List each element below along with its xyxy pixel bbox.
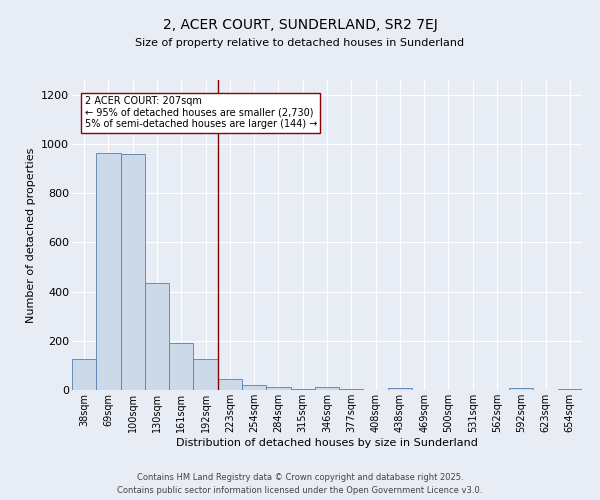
Bar (242, 384, 266, 390)
Bar (169, 342, 193, 390)
Bar (145, 283, 169, 390)
Bar (290, 388, 315, 390)
Y-axis label: Number of detached properties: Number of detached properties (26, 148, 35, 322)
Text: 2 ACER COURT: 207sqm
← 95% of detached houses are smaller (2,730)
5% of semi-det: 2 ACER COURT: 207sqm ← 95% of detached h… (85, 96, 317, 129)
Bar (388, 388, 412, 390)
Bar (558, 388, 582, 390)
X-axis label: Distribution of detached houses by size in Sunderland: Distribution of detached houses by size … (176, 438, 478, 448)
Bar (96, 154, 121, 390)
Bar (72, 359, 96, 390)
Text: 2, ACER COURT, SUNDERLAND, SR2 7EJ: 2, ACER COURT, SUNDERLAND, SR2 7EJ (163, 18, 437, 32)
Bar (218, 379, 242, 390)
Bar (315, 388, 339, 390)
Text: Contains HM Land Registry data © Crown copyright and database right 2025.
Contai: Contains HM Land Registry data © Crown c… (118, 474, 482, 495)
Bar (509, 388, 533, 390)
Text: Size of property relative to detached houses in Sunderland: Size of property relative to detached ho… (136, 38, 464, 48)
Bar (339, 388, 364, 390)
Bar (266, 386, 290, 390)
Bar (121, 154, 145, 390)
Bar (193, 359, 218, 390)
